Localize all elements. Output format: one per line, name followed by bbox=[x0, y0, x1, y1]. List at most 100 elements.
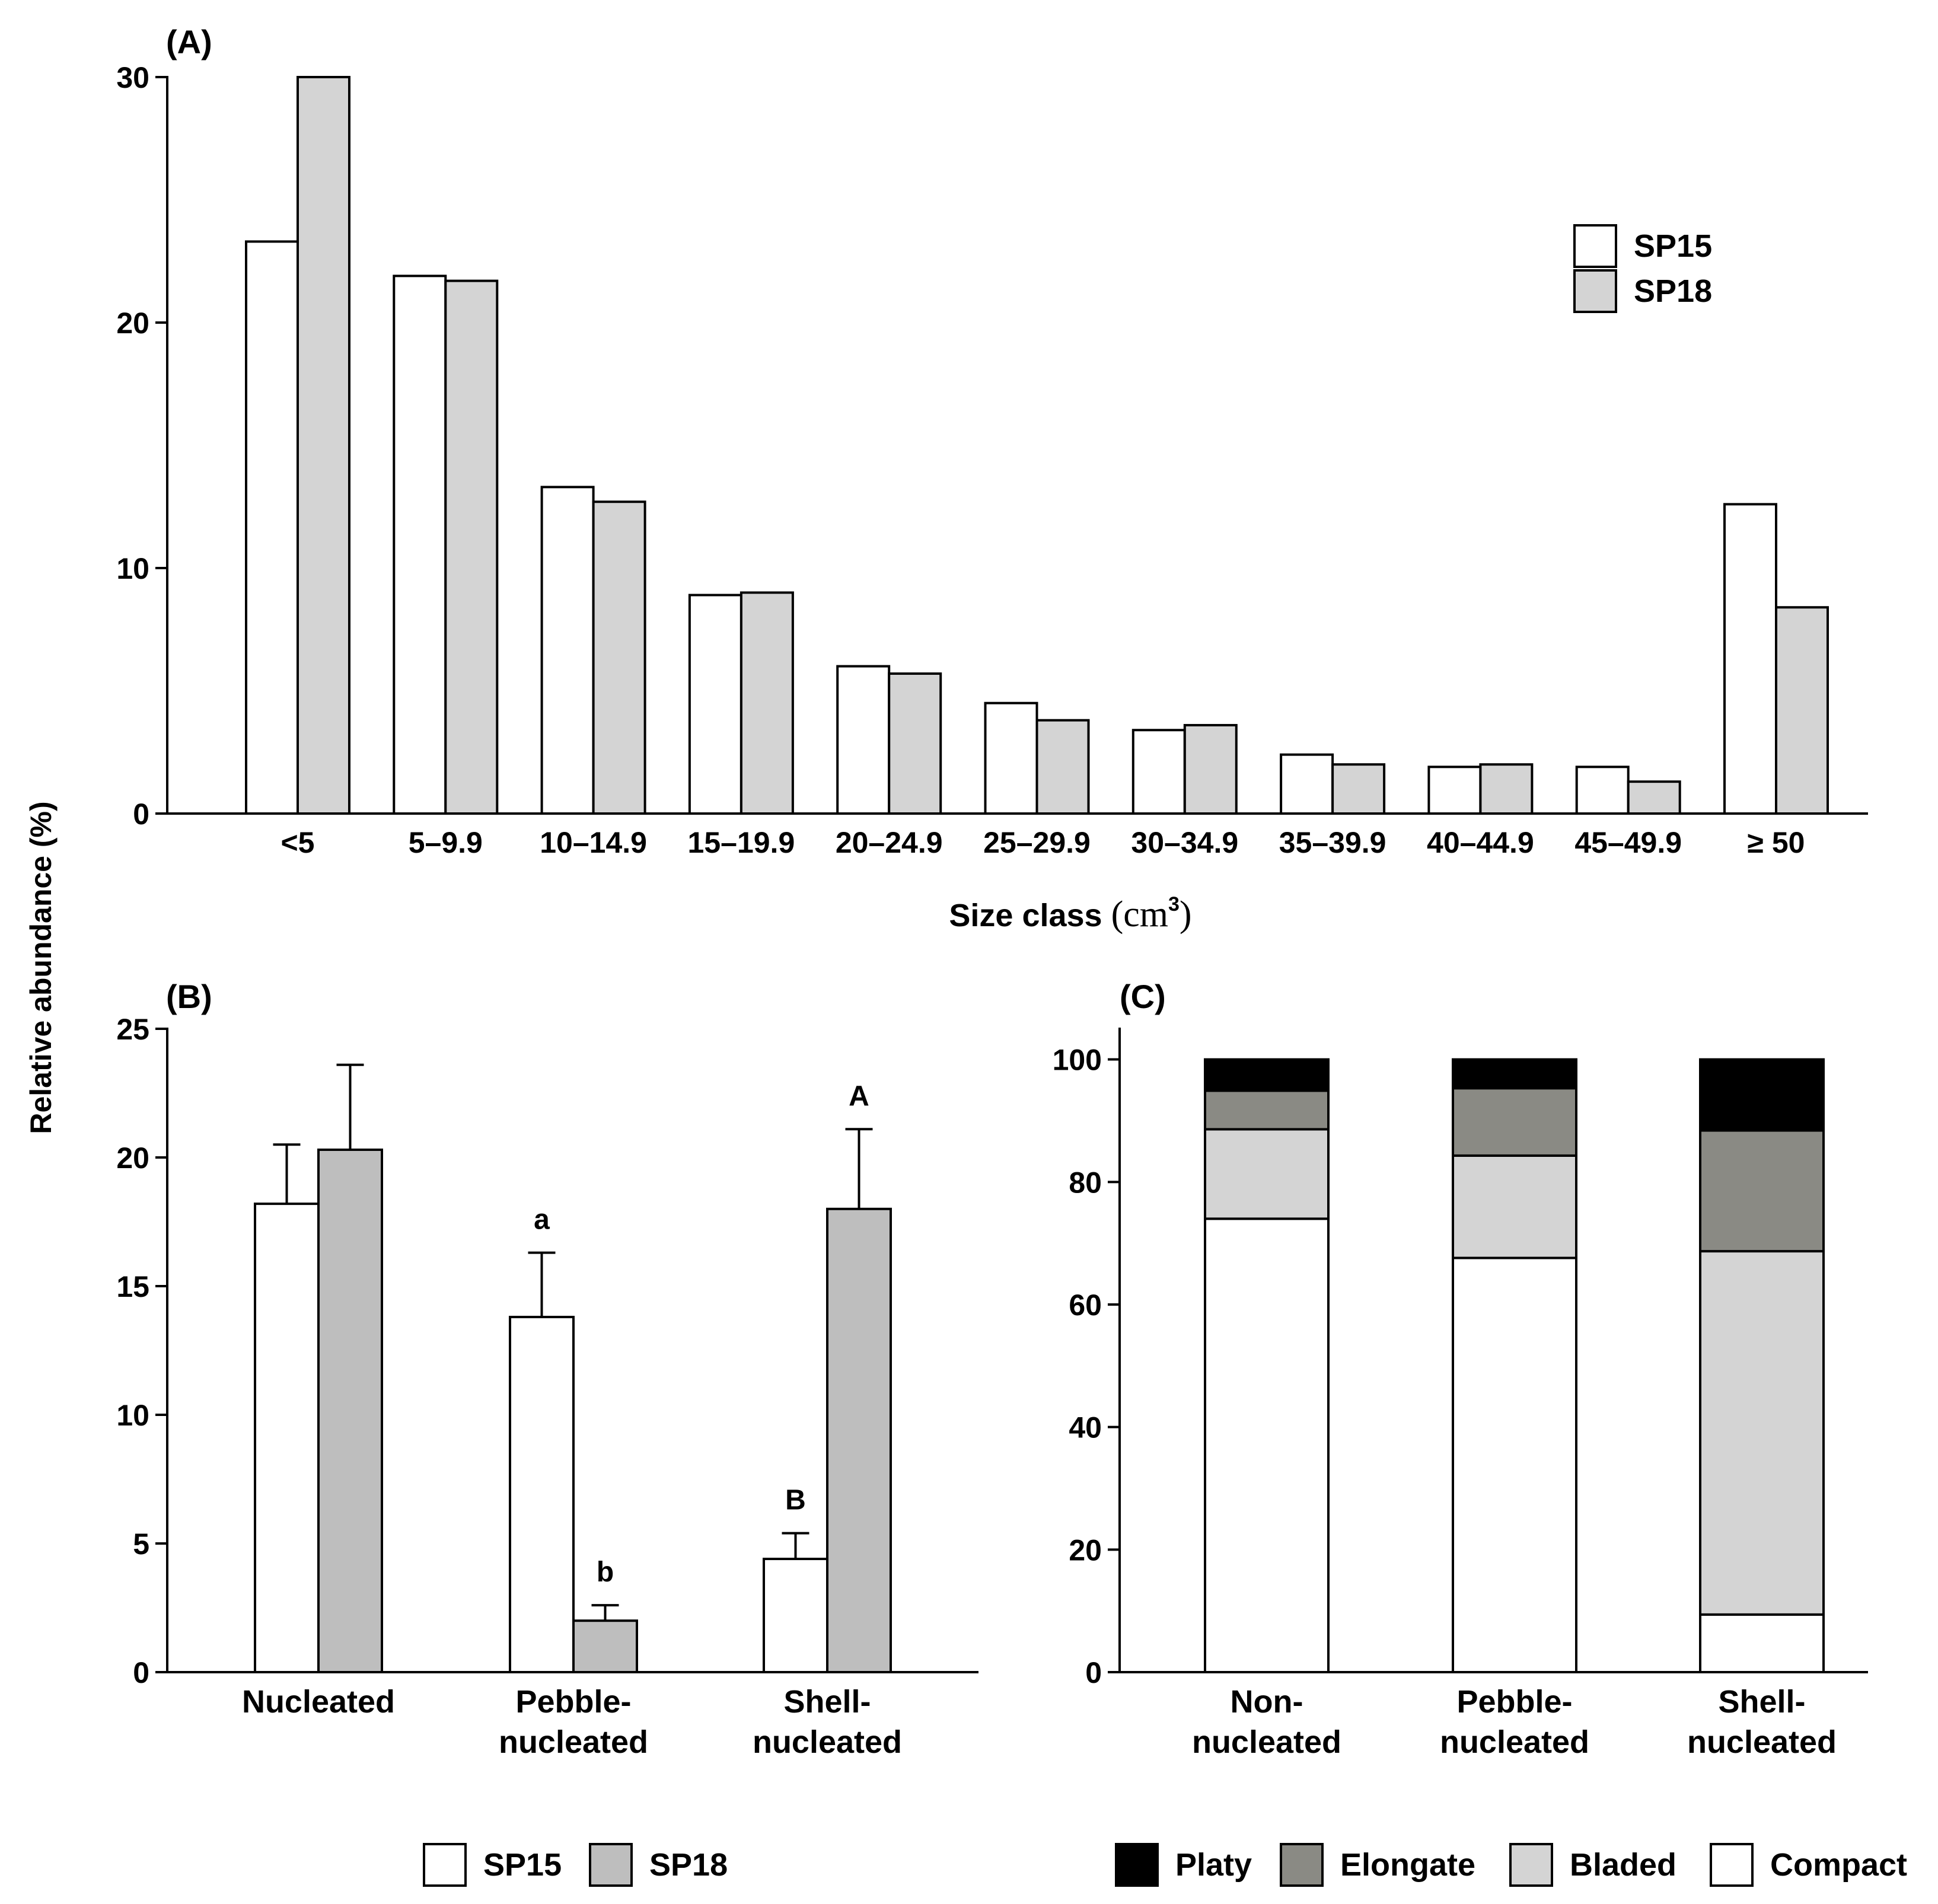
panel-a-bar-sp18-5 bbox=[297, 76, 350, 815]
panel-a-bar-sp15-30-34-9 bbox=[1131, 729, 1186, 815]
panel-c-legend-label-bladed: Bladed bbox=[1570, 1847, 1676, 1883]
panel-c-x-tick-label: nucleated bbox=[1687, 1724, 1837, 1760]
panel-b-significance-label: b bbox=[597, 1557, 614, 1588]
panel-b-bar-sp15-nucleated bbox=[254, 1203, 320, 1673]
panel-b-bar-sp18-nucleated bbox=[317, 1148, 383, 1673]
panel-a-x-tick-label: ≥ 50 bbox=[1748, 826, 1805, 859]
panel-c-shape-chart: (C) 0 20 40 60 80 100 Non-nucleated Pebble-nucle… bbox=[1053, 978, 1907, 1887]
panel-a-bar-sp15-5 bbox=[245, 240, 299, 815]
panel-a-x-tick-label: 20–24.9 bbox=[836, 826, 943, 859]
panel-a-x-tick-label: 45–49.9 bbox=[1574, 826, 1682, 859]
panel-b-error-bar-sp15-pebble-nucleated bbox=[528, 1251, 556, 1318]
panel-a-bar-sp18-10-14-9 bbox=[592, 500, 646, 815]
panel-a-size-class-chart: (A) 0 10 20 30 <5 5–9.9 10–14.9 15–19.9 20–24.9 25… bbox=[116, 23, 1868, 935]
panel-a-bar-sp18-35-39-9 bbox=[1331, 763, 1386, 815]
panel-c-segment-bladed-shell-nucleated bbox=[1699, 1250, 1825, 1616]
panel-a-label: (A) bbox=[166, 23, 212, 60]
panel-b-legend-swatch-sp15 bbox=[423, 1843, 467, 1887]
panel-c-x-tick-label: nucleated bbox=[1440, 1724, 1589, 1760]
panel-b-y-tick-label: 5 bbox=[133, 1527, 149, 1561]
panel-a-bar-sp15-35-39-9 bbox=[1280, 753, 1334, 815]
panel-a-legend-swatch-sp18 bbox=[1573, 269, 1617, 313]
panel-a-x-tick-label: 35–39.9 bbox=[1279, 826, 1386, 859]
panel-b-bar-sp15-shell-nucleated bbox=[763, 1558, 828, 1674]
panel-c-segment-compact-non-nucleated bbox=[1204, 1217, 1330, 1673]
panel-a-bar-sp15-50 bbox=[1723, 503, 1777, 815]
panel-c-y-tick-label: 40 bbox=[1069, 1411, 1102, 1444]
panel-a-bar-sp18-15-19-9 bbox=[740, 591, 794, 815]
panel-a-bar-sp18-5-9-9 bbox=[444, 279, 499, 815]
panel-c-segment-platy-pebble-nucleated bbox=[1452, 1058, 1577, 1090]
panel-a-x-tick-label: 15–19.9 bbox=[688, 826, 795, 859]
panel-b-x-tick-label: nucleated bbox=[499, 1724, 648, 1760]
panel-a-legend-label-sp15: SP15 bbox=[1634, 228, 1712, 264]
panel-b-bar-sp15-pebble-nucleated bbox=[509, 1316, 575, 1674]
y-axis-label-text: Relative abundance (%) bbox=[24, 801, 58, 1134]
y-axis-label: Relative abundance (%) bbox=[24, 801, 58, 1134]
panel-b-y-tick-label: 15 bbox=[116, 1270, 149, 1303]
panel-a-bar-sp18-40-44-9 bbox=[1479, 763, 1534, 815]
panel-b-error-bar-sp18-nucleated bbox=[336, 1063, 364, 1150]
panel-c-segment-compact-shell-nucleated bbox=[1699, 1613, 1825, 1674]
panel-c-segment-elongate-shell-nucleated bbox=[1699, 1129, 1825, 1253]
panel-b-error-bar-sp15-nucleated bbox=[273, 1143, 301, 1204]
panel-a-y-tick-label: 20 bbox=[116, 307, 149, 340]
panel-a-y-tick-label: 30 bbox=[116, 61, 149, 94]
panel-a-bar-sp15-10-14-9 bbox=[540, 486, 595, 815]
panel-a-legend-label-sp18: SP18 bbox=[1634, 273, 1712, 309]
panel-b-bar-sp18-shell-nucleated bbox=[826, 1207, 892, 1674]
panel-c-segment-platy-shell-nucleated bbox=[1699, 1058, 1825, 1132]
panel-a-bar-sp15-20-24-9 bbox=[836, 665, 891, 815]
panel-c-x-tick-label: Non- bbox=[1231, 1684, 1303, 1720]
panel-c-legend-swatch-bladed bbox=[1509, 1843, 1553, 1887]
panel-b-significance-label: B bbox=[785, 1485, 806, 1516]
panel-c-legend-swatch-elongate bbox=[1280, 1843, 1324, 1887]
panel-c-legend-label-elongate: Elongate bbox=[1340, 1847, 1475, 1883]
panel-c-segment-elongate-non-nucleated bbox=[1204, 1089, 1330, 1131]
panel-c-y-tick-label: 80 bbox=[1069, 1166, 1102, 1199]
panel-c-legend-swatch-compact bbox=[1710, 1843, 1754, 1887]
panel-a-y-tick-label: 0 bbox=[133, 798, 149, 831]
panel-b-significance-label: a bbox=[534, 1204, 550, 1236]
panel-a-y-tick-label: 10 bbox=[116, 552, 149, 585]
panel-c-x-tick-label: Pebble- bbox=[1456, 1684, 1572, 1720]
panel-a-x-tick-label: <5 bbox=[280, 826, 314, 859]
panel-a-x-tick-label: 30–34.9 bbox=[1131, 826, 1238, 859]
panel-b-legend-swatch-sp18 bbox=[589, 1843, 633, 1887]
panel-b-error-bar-sp15-shell-nucleated bbox=[782, 1532, 809, 1559]
panel-c-segment-bladed-non-nucleated bbox=[1204, 1128, 1330, 1220]
panel-b-nucleation-chart: (B) 0 5 10 15 20 25 Nucleated a b Pebble-nucleated… bbox=[116, 978, 978, 1887]
panel-a-x-tick-label: 10–14.9 bbox=[540, 826, 647, 859]
panel-a-bar-sp15-45-49-9 bbox=[1575, 766, 1630, 815]
panel-b-y-tick-label: 25 bbox=[116, 1013, 149, 1046]
panel-a-bar-sp15-25-29-9 bbox=[984, 701, 1038, 815]
panel-a-bar-sp18-50 bbox=[1775, 606, 1829, 815]
panel-c-segment-compact-pebble-nucleated bbox=[1452, 1256, 1577, 1673]
panel-a-bar-sp18-30-34-9 bbox=[1183, 723, 1238, 815]
panel-a-bar-sp18-45-49-9 bbox=[1627, 780, 1681, 815]
panel-b-x-tick-label: nucleated bbox=[753, 1724, 902, 1760]
panel-c-segment-elongate-pebble-nucleated bbox=[1452, 1087, 1577, 1157]
panel-b-y-tick-label: 0 bbox=[133, 1656, 149, 1689]
panel-a-bar-sp18-20-24-9 bbox=[888, 672, 942, 815]
panel-c-y-tick-label: 0 bbox=[1085, 1656, 1102, 1689]
panel-c-y-tick-label: 100 bbox=[1053, 1044, 1102, 1077]
panel-c-x-tick-label: nucleated bbox=[1192, 1724, 1341, 1760]
panel-c-y-tick-label: 60 bbox=[1069, 1289, 1102, 1322]
panel-a-bar-sp15-5-9-9 bbox=[393, 275, 447, 815]
panel-b-bar-sp18-pebble-nucleated bbox=[572, 1619, 638, 1673]
panel-b-x-tick-label: Shell- bbox=[783, 1684, 871, 1720]
panel-b-y-tick-label: 10 bbox=[116, 1399, 149, 1432]
panel-a-legend-swatch-sp15 bbox=[1573, 224, 1617, 268]
panel-a-x-tick-label: 40–44.9 bbox=[1427, 826, 1534, 859]
panel-c-legend-label-platy: Platy bbox=[1175, 1847, 1252, 1883]
panel-b-x-tick-label: Nucleated bbox=[242, 1684, 395, 1720]
panel-b-legend-label-sp15: SP15 bbox=[483, 1847, 562, 1883]
panel-a-x-axis-label: Size class (cm3) bbox=[949, 893, 1191, 935]
panel-b-label: (B) bbox=[166, 978, 212, 1015]
panel-c-label: (C) bbox=[1120, 978, 1166, 1015]
panel-a-bar-sp15-15-19-9 bbox=[688, 594, 742, 815]
panel-c-y-tick-label: 20 bbox=[1069, 1533, 1102, 1567]
panel-c-segment-platy-non-nucleated bbox=[1204, 1058, 1330, 1092]
